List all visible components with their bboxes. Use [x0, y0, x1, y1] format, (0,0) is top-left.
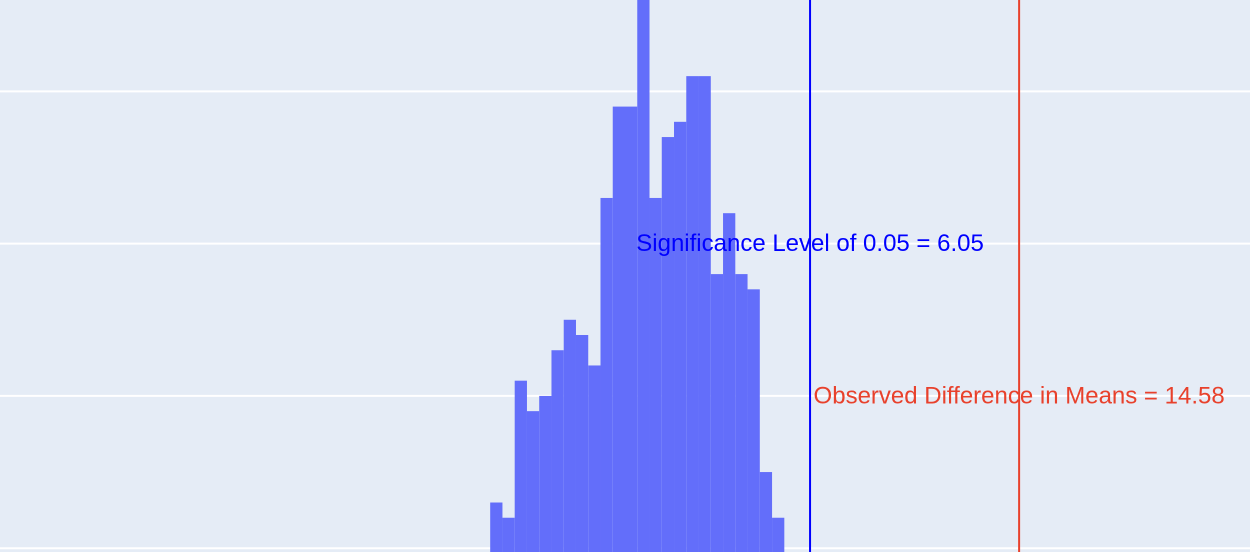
histogram-bar-8	[588, 365, 601, 552]
histogram-bar-12	[637, 0, 650, 552]
histogram-bar-20	[735, 274, 748, 552]
histogram-bar-21	[747, 289, 760, 552]
histogram-bar-4	[539, 395, 552, 552]
histogram-bar-14	[661, 137, 675, 552]
histogram-bar-17	[698, 76, 711, 552]
annotations: Significance Level of 0.05 = 6.05 Observe…	[636, 230, 1224, 409]
reference-lines	[809, 0, 1021, 552]
histogram-bar-5	[551, 350, 564, 552]
histogram-bar-16	[686, 76, 699, 552]
histogram-bar-9	[600, 197, 613, 552]
histogram-bar-13	[649, 197, 662, 552]
histogram-bars	[490, 0, 785, 552]
reference-line-label-0: Significance Level of 0.05 = 6.05	[636, 230, 984, 257]
histogram-bar-2	[514, 380, 527, 552]
histogram-bar-10	[612, 106, 625, 552]
histogram-bar-15	[674, 121, 687, 552]
histogram-bar-6	[563, 319, 576, 552]
histogram-bar-0	[490, 502, 503, 552]
reference-line-label-1: Observed Difference in Means = 14.58	[814, 382, 1225, 409]
histogram-bar-11	[625, 106, 638, 552]
histogram-bar-18	[710, 274, 724, 552]
histogram-bar-7	[575, 335, 589, 552]
histogram-bar-23	[772, 517, 785, 552]
histogram-bar-1	[502, 517, 515, 552]
histogram-bar-22	[759, 472, 773, 552]
histogram-bar-3	[526, 411, 540, 552]
histogram-bar-19	[723, 213, 736, 552]
